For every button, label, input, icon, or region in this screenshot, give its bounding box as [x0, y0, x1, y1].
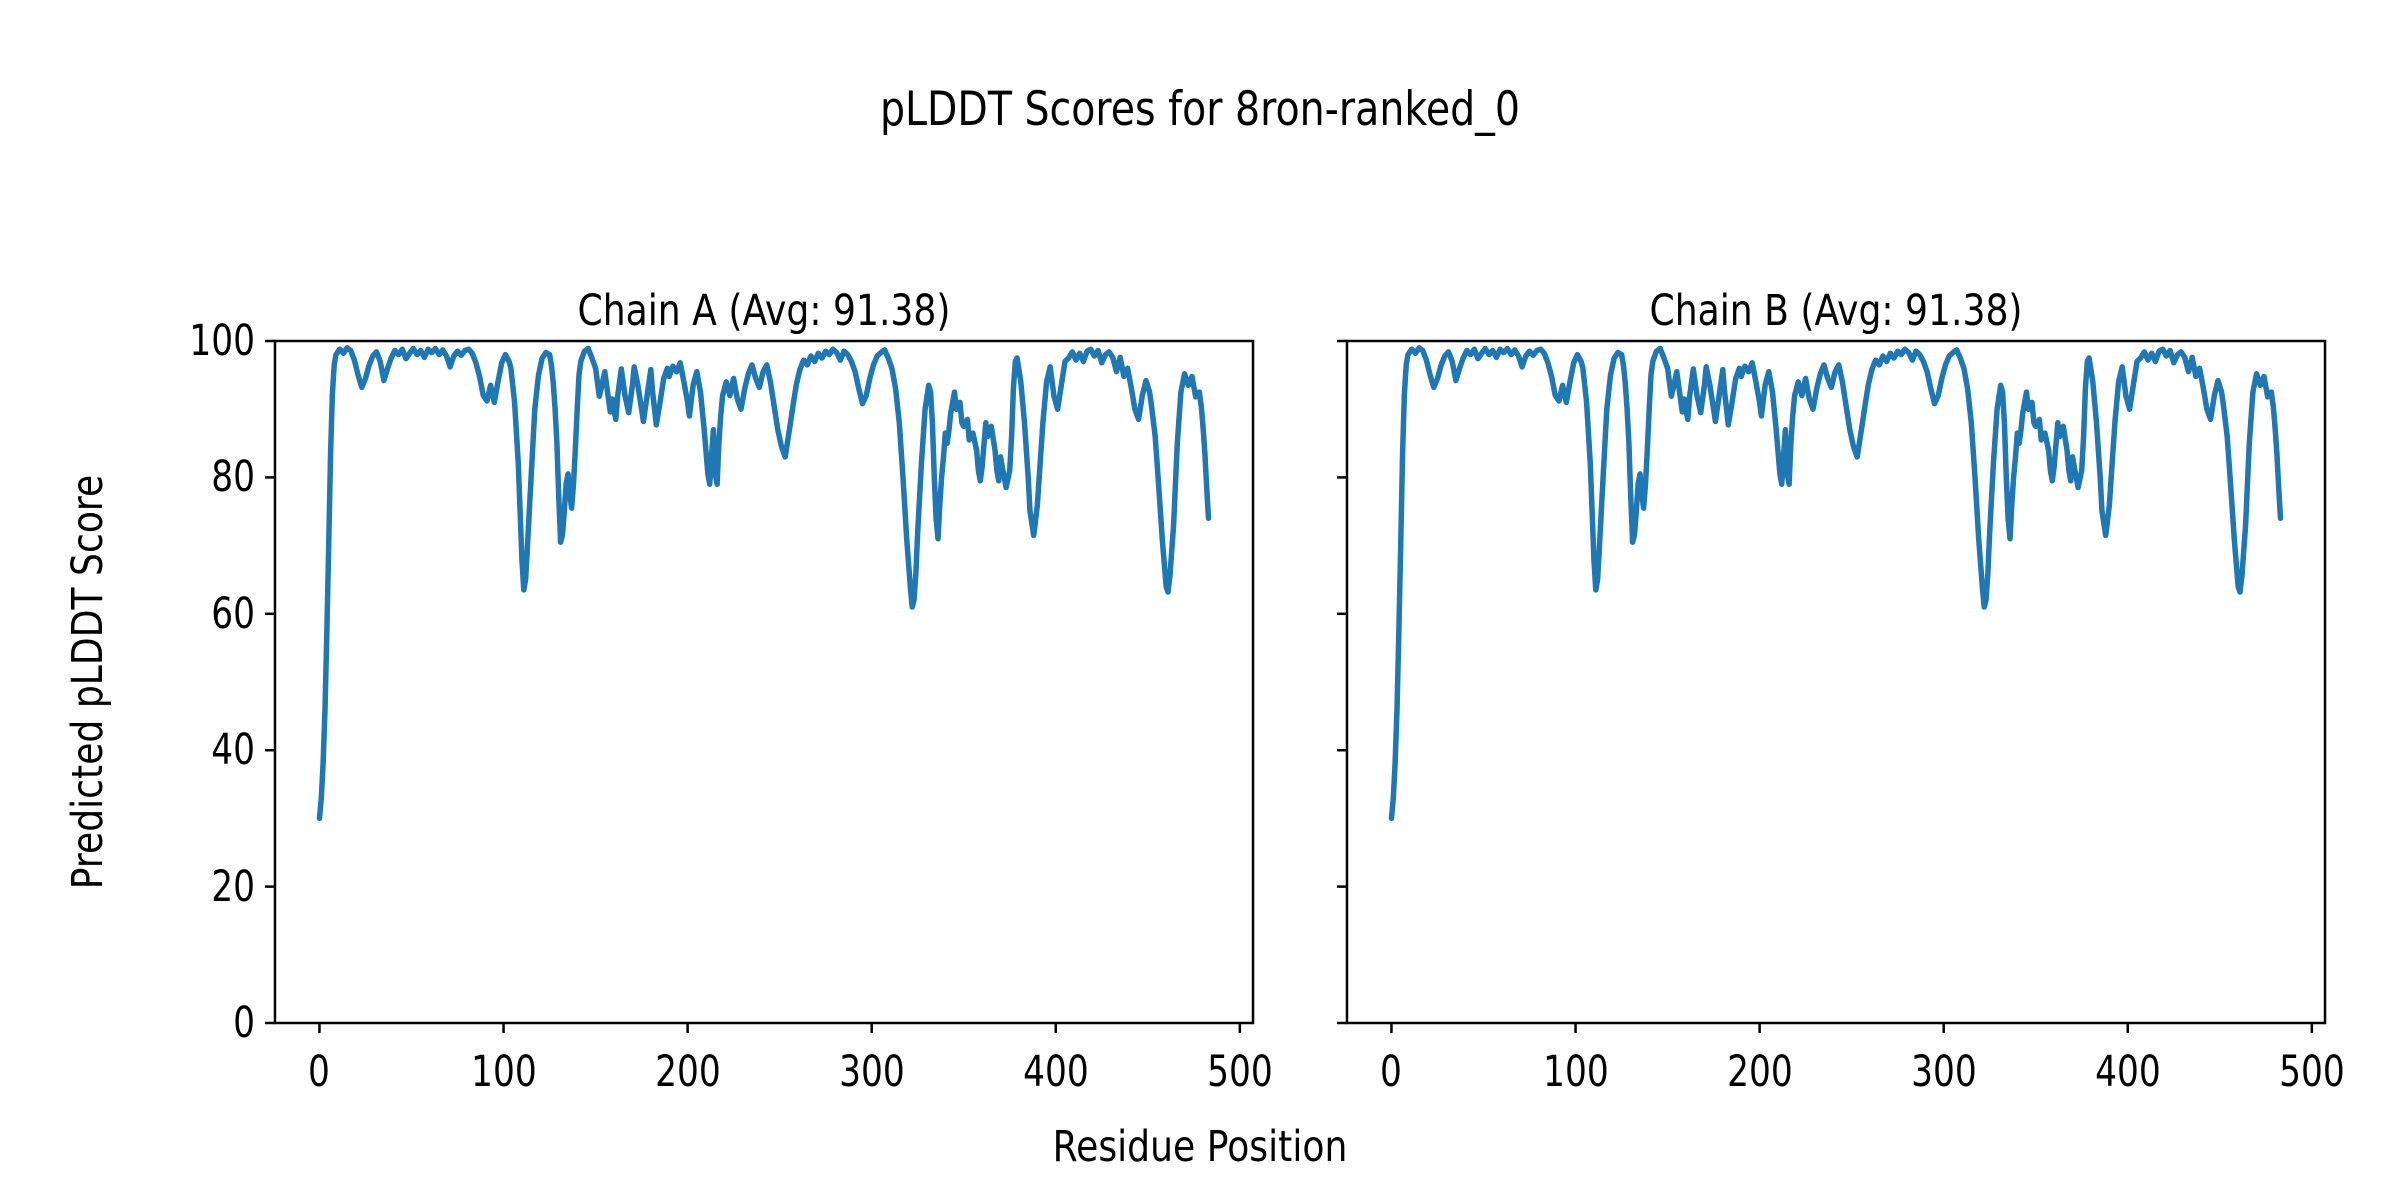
x-tick-label-chain-b: 300 [1910, 1047, 1977, 1097]
x-tick-label-chain-b: 500 [2278, 1047, 2345, 1097]
chain-b-title: Chain B (Avg: 91.38) [1649, 286, 2023, 336]
y-tick-label: 40 [211, 725, 255, 776]
axes-spines-chain-b [1345, 339, 2327, 1025]
y-tick-label: 0 [233, 998, 255, 1048]
plddt-line-chain-b [1388, 345, 2284, 822]
y-tick-label: 20 [211, 861, 255, 912]
y-tick-label: 100 [189, 316, 255, 366]
plddt-line-chain-a [316, 345, 1212, 822]
x-tick-label-chain-b: 400 [2094, 1047, 2161, 1097]
x-tick-label-chain-a: 500 [1206, 1047, 1273, 1097]
x-tick-label-chain-a: 400 [1022, 1047, 1089, 1097]
chain-a-title: Chain A (Avg: 91.38) [577, 286, 951, 336]
x-tick-label-chain-a: 0 [308, 1047, 331, 1097]
chain-b-plot [1337, 339, 2327, 1033]
x-tick-label-chain-a: 200 [654, 1047, 721, 1097]
x-tick-label-chain-b: 0 [1380, 1047, 1403, 1097]
x-tick-label-chain-a: 100 [470, 1047, 537, 1097]
x-tick-label-chain-b: 100 [1542, 1047, 1609, 1097]
x-tick-label-chain-b: 200 [1726, 1047, 1793, 1097]
y-axis-label: Predicted pLDDT Score [63, 474, 113, 890]
y-tick-label: 60 [211, 588, 255, 639]
axes-spines-chain-a [273, 339, 1255, 1025]
y-tick-label: 80 [211, 452, 255, 503]
x-tick-label-chain-a: 300 [838, 1047, 905, 1097]
x-axis-label: Residue Position [1052, 1122, 1348, 1172]
figure-title: pLDDT Scores for 8ron-ranked_0 [879, 82, 1521, 137]
chain-a-plot [265, 339, 1255, 1033]
